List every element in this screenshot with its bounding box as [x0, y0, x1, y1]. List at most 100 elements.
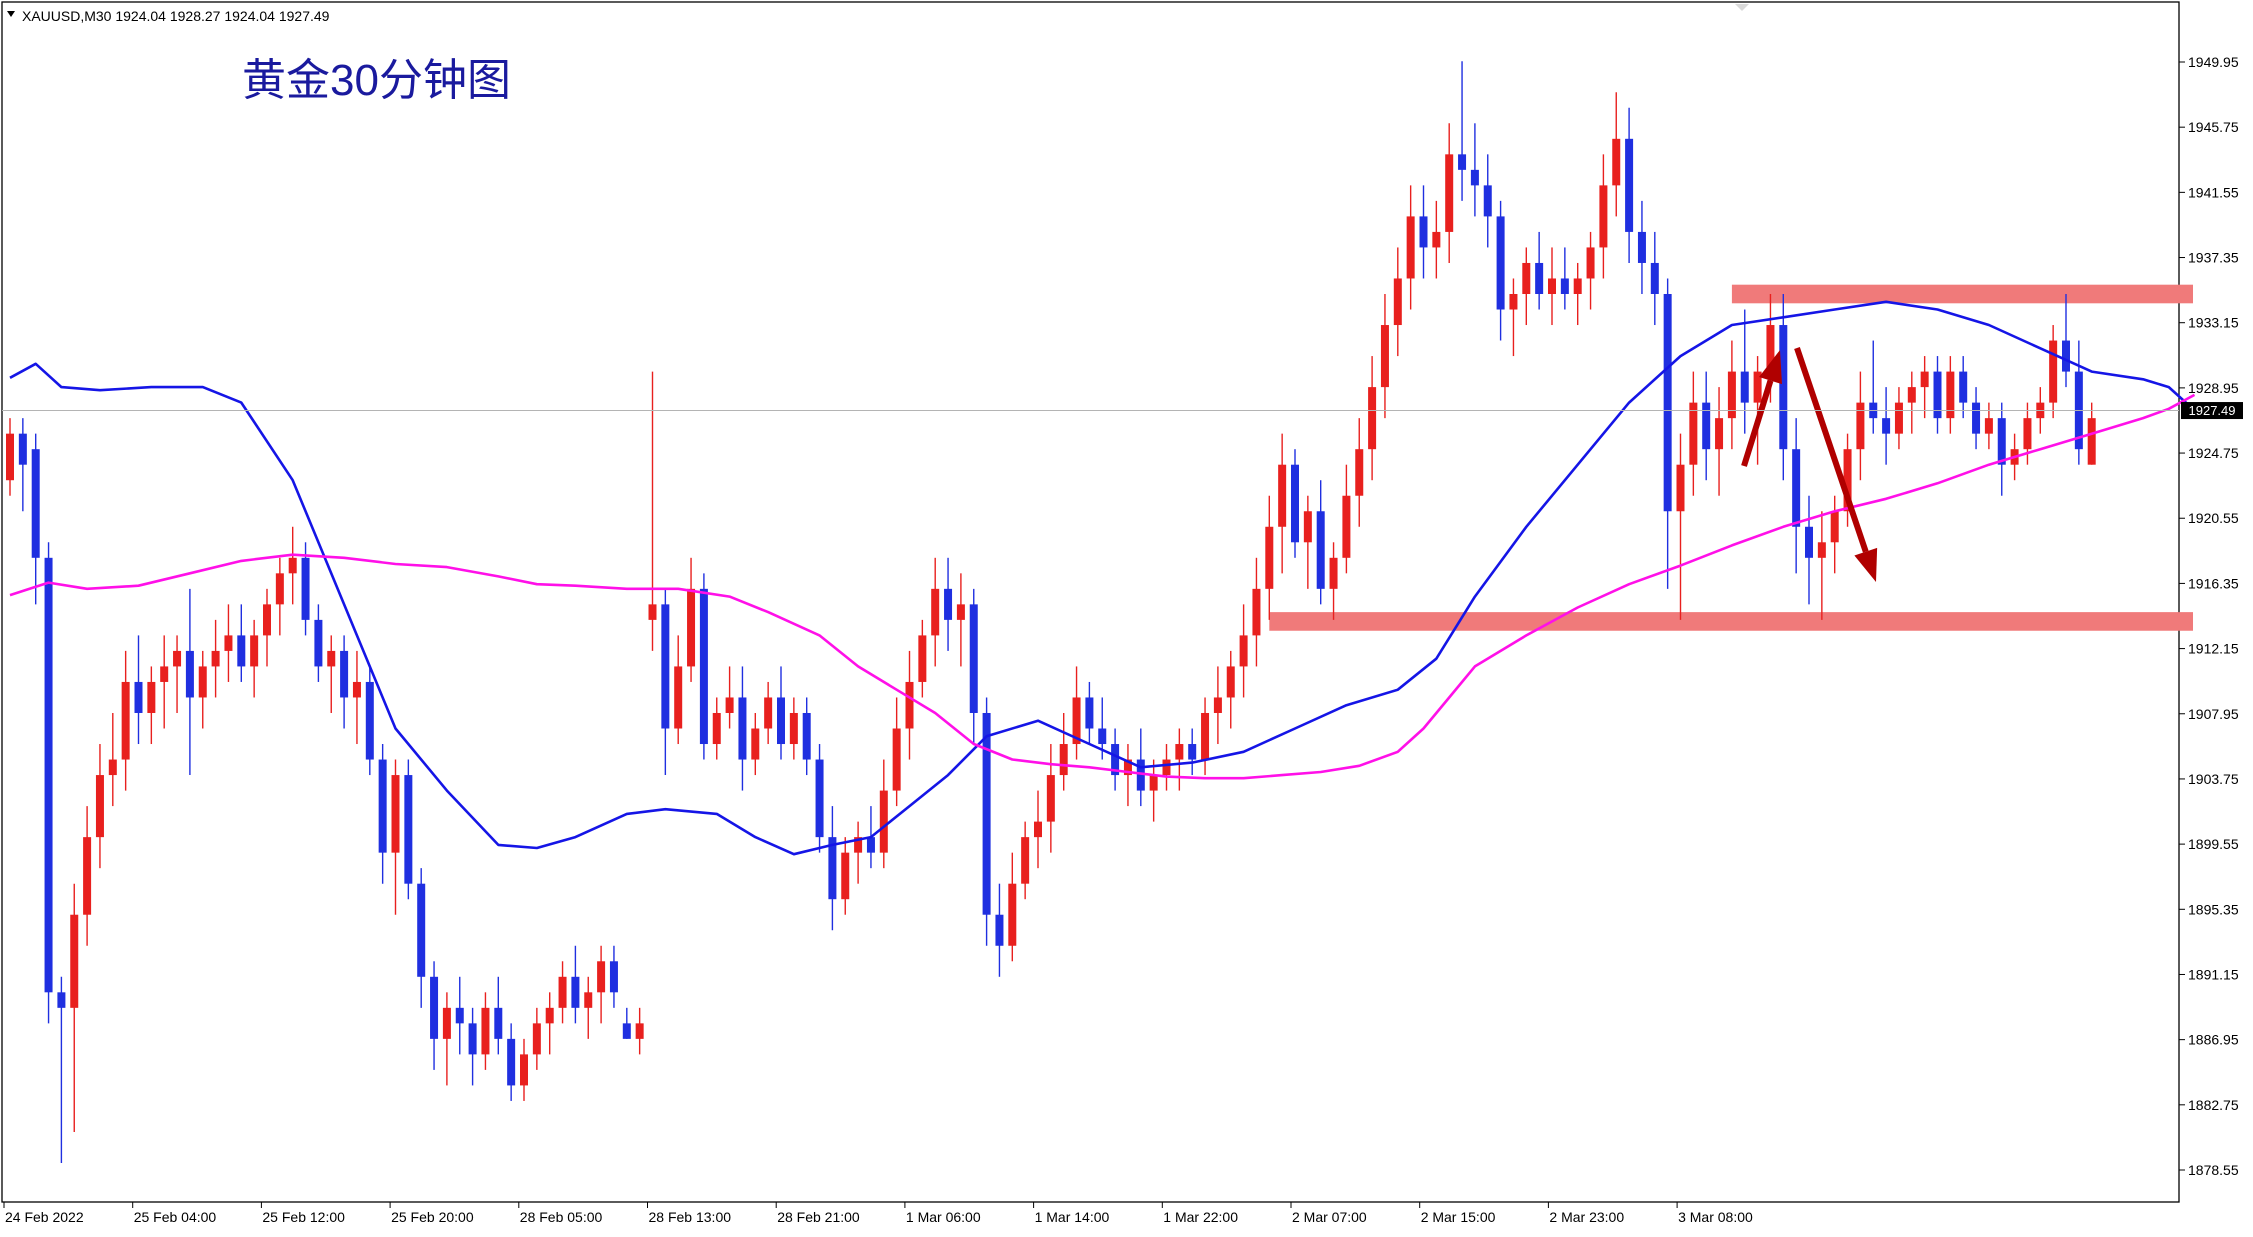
candle-body	[1496, 216, 1505, 310]
price-axis[interactable]: 1949.95 1945.75 1941.55 1937.35 1933.15 1928.…	[2179, 54, 2239, 1178]
candle-body	[288, 557, 297, 574]
candle-body	[1136, 759, 1145, 791]
candle-body	[1843, 449, 1852, 512]
candle-body	[442, 1007, 451, 1039]
candle-body	[1483, 185, 1492, 217]
candle-body	[1972, 402, 1981, 434]
candle-body	[2087, 418, 2096, 465]
candle-body	[661, 604, 670, 729]
candle-body	[1470, 169, 1479, 186]
candle-body	[1894, 402, 1903, 434]
candle-body	[969, 604, 978, 713]
candle-body	[1046, 775, 1055, 822]
candle-body	[1920, 371, 1929, 388]
price-tick-label: 1899.55	[2188, 836, 2239, 852]
candle-body	[1355, 449, 1364, 496]
time-axis[interactable]: 24 Feb 2022 25 Feb 04:00 25 Feb 12:00 25 Fe…	[3, 1202, 1753, 1225]
candle-body	[1239, 635, 1248, 667]
candle-body	[430, 976, 439, 1039]
candle-body	[1368, 387, 1377, 450]
projection-arrows	[1741, 347, 1878, 582]
candle-body	[1535, 262, 1544, 294]
candle-body	[2062, 340, 2070, 372]
candle-body	[1946, 371, 1955, 419]
candle-body	[1291, 464, 1299, 543]
price-tick-label: 1912.15	[2188, 641, 2239, 657]
candle-body	[1059, 744, 1068, 776]
candle-body	[1792, 449, 1801, 527]
candle-body	[738, 697, 747, 760]
candle-body	[777, 697, 785, 745]
price-tick-label: 1933.15	[2188, 315, 2239, 331]
scroll-marker-icon[interactable]	[1735, 4, 1749, 11]
candle-body	[301, 557, 310, 620]
candle-body	[250, 635, 259, 667]
candle-body	[1830, 511, 1839, 543]
candle-body	[1034, 821, 1042, 838]
candle-body	[648, 604, 657, 620]
ma-slow-line	[9, 393, 2196, 780]
triangle-down-icon[interactable]	[7, 11, 15, 17]
candle-body	[828, 837, 837, 900]
candle-body	[1072, 697, 1081, 745]
time-tick-label: 1 Mar 14:00	[1035, 1209, 1110, 1225]
candle-body	[404, 775, 413, 884]
candle-body	[481, 1007, 490, 1055]
time-tick-label: 25 Feb 04:00	[134, 1209, 217, 1225]
price-tick-label: 1891.15	[2188, 966, 2239, 982]
candle-body	[1098, 728, 1107, 745]
price-tick-label: 1882.75	[2188, 1097, 2239, 1113]
candle-body	[275, 573, 284, 605]
candle-body	[1548, 278, 1556, 294]
candle-body	[1201, 712, 1210, 760]
candle-body	[31, 449, 40, 558]
candle-body	[507, 1038, 516, 1086]
current-price-label: 1927.49	[2189, 403, 2236, 418]
candle-body	[1432, 231, 1441, 248]
candle-body	[854, 837, 863, 853]
price-tick-label: 1924.75	[2188, 445, 2239, 461]
candle-body	[699, 588, 708, 745]
candle-body	[1573, 278, 1582, 294]
candle-body	[1959, 371, 1968, 403]
candle-body	[1997, 418, 2006, 465]
candle-body	[674, 666, 683, 729]
candle-body	[6, 433, 14, 481]
candle-body	[1380, 325, 1389, 388]
candle-body	[1856, 402, 1865, 450]
candle-body	[1779, 325, 1788, 450]
candle-body	[1278, 464, 1287, 527]
candle-body	[455, 1007, 464, 1024]
candle-body	[147, 681, 156, 713]
candle-body	[57, 992, 66, 1008]
candle-body	[1882, 418, 1891, 434]
candle-body	[879, 790, 888, 853]
candle-body	[1175, 744, 1184, 760]
time-tick-label: 28 Feb 05:00	[520, 1209, 603, 1225]
current-price-tag-background	[2181, 402, 2243, 420]
candle-body	[108, 759, 117, 776]
candle-body	[185, 650, 194, 698]
candle-body	[725, 697, 734, 713]
time-tick-label: 2 Mar 07:00	[1292, 1209, 1367, 1225]
chart-title: 黄金30分钟图	[242, 56, 511, 105]
candle-body	[18, 433, 27, 465]
candle-body	[1702, 402, 1711, 450]
time-tick-label: 25 Feb 12:00	[262, 1209, 345, 1225]
arrow-up-shaft	[1741, 379, 1774, 467]
candle-body	[1560, 278, 1569, 294]
price-tick-label: 1945.75	[2188, 119, 2239, 135]
candle-body	[1265, 526, 1274, 589]
arrow-down-head-icon	[1854, 547, 1878, 582]
candle-body	[1226, 666, 1235, 698]
candle-body	[70, 914, 79, 1008]
price-tick-label: 1941.55	[2188, 184, 2239, 200]
ma-fast-line	[9, 300, 2196, 856]
candle-body	[327, 650, 336, 667]
candle-body	[931, 588, 940, 636]
candle-body	[802, 712, 811, 760]
candle-body	[1753, 371, 1762, 403]
time-tick-label: 1 Mar 22:00	[1163, 1209, 1238, 1225]
